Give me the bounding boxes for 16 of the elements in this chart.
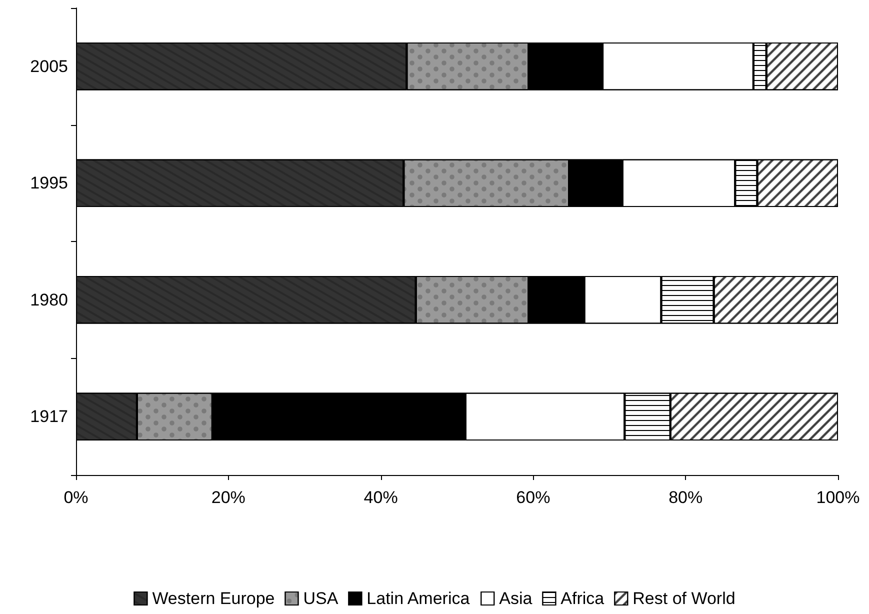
legend-label: Asia [499,589,533,608]
x-tick-label: 80% [668,488,703,507]
y-tick-label: 1917 [30,407,68,426]
legend-label: Africa [560,589,605,608]
x-tick-label: 40% [364,488,398,507]
y-tick-label: 2005 [30,56,68,76]
x-tick-label: 60% [516,488,550,507]
x-tick-label: 100% [816,488,860,507]
y-tick-label: 1995 [30,174,68,193]
x-tick-label: 20% [211,488,246,507]
legend-label: USA [303,589,339,608]
x-tick-label: 0% [64,488,88,507]
y-tick-label: 1980 [30,290,68,310]
legend-label: Latin America [366,589,470,608]
legend-label: Western Europe [152,589,275,608]
legend-label: Rest of World [632,589,736,608]
